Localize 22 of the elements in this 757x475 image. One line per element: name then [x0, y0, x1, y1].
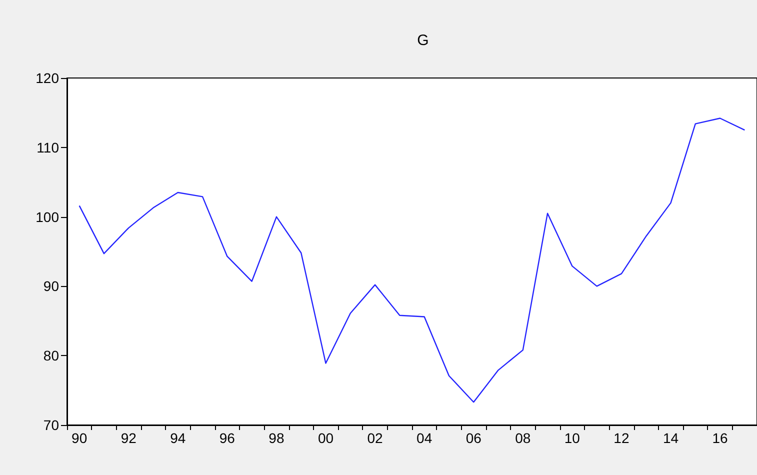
x-tick-label: 94	[170, 430, 186, 446]
y-tick-label: 90	[43, 278, 60, 294]
x-tick-label: 92	[120, 430, 137, 446]
x-tick-label: 96	[219, 430, 236, 446]
x-tick-label: 00	[318, 430, 334, 446]
x-tick-label: 04	[416, 430, 432, 446]
x-tick-label: 90	[72, 430, 88, 446]
x-tick-label: 12	[614, 430, 630, 446]
line-series	[78, 118, 746, 403]
x-tick-label: 02	[367, 430, 384, 446]
y-tick-label: 100	[36, 208, 60, 225]
x-tick-label: 10	[564, 430, 580, 446]
y-tick-label: 110	[36, 139, 60, 156]
x-tick-label: 08	[515, 430, 531, 446]
x-tick-label: 16	[712, 430, 728, 446]
chart-title: G	[417, 32, 429, 49]
y-tick-label: 80	[43, 348, 60, 364]
x-tick-label: 14	[662, 430, 679, 446]
y-tick-label: 120	[36, 70, 60, 86]
y-tick-label: 70	[43, 417, 60, 433]
x-tick-label: 98	[268, 430, 284, 446]
x-tick-label: 06	[466, 430, 482, 446]
